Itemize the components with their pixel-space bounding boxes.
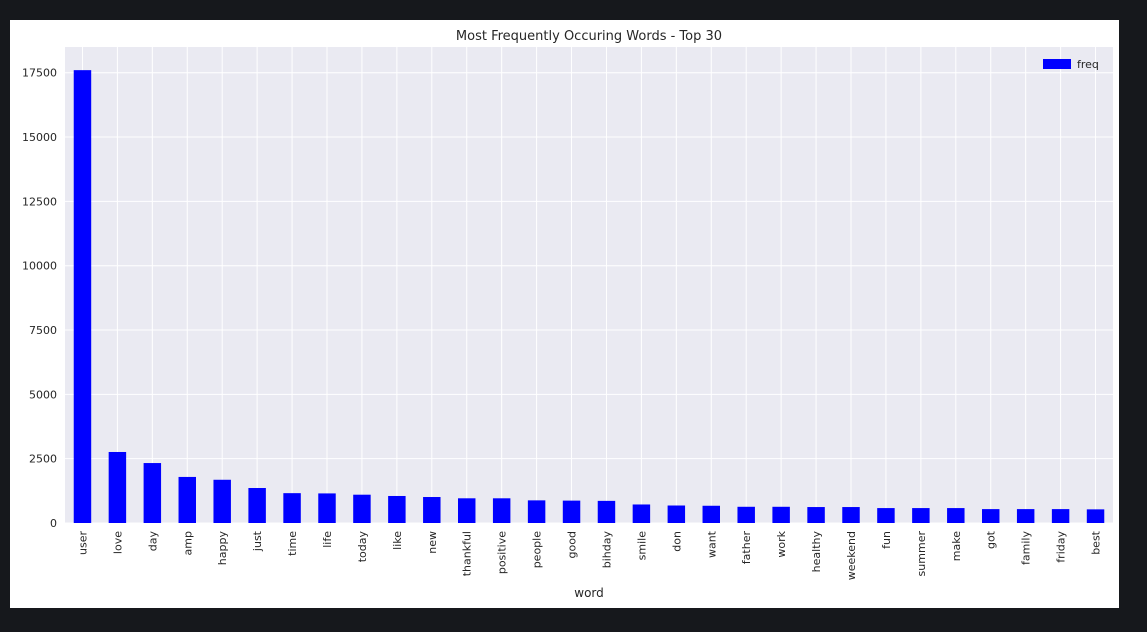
x-tick-label: friday — [1055, 531, 1068, 563]
bar-like — [388, 495, 406, 523]
x-tick-label: weekend — [845, 531, 858, 580]
x-tick-label: love — [111, 531, 124, 554]
x-tick-label: bihday — [600, 531, 613, 569]
x-tick-label: user — [76, 531, 89, 555]
x-tick-label: family — [1020, 531, 1033, 565]
x-tick-label: positive — [496, 531, 509, 574]
bar-life — [318, 493, 336, 523]
x-tick-label: father — [740, 531, 753, 565]
chart-title: Most Frequently Occuring Words - Top 30 — [456, 29, 722, 44]
figure-panel: Most Frequently Occuring Words - Top 30 … — [10, 20, 1119, 608]
bar-love — [108, 451, 127, 523]
bar-fun — [877, 508, 895, 523]
bars — [73, 70, 1105, 524]
x-tick-label: make — [950, 531, 963, 561]
x-tick-label: thankful — [461, 531, 474, 576]
bar-family — [1016, 509, 1035, 523]
plot-area — [65, 47, 1113, 523]
bar-make — [947, 508, 965, 523]
bar-good — [562, 500, 581, 523]
bar-day — [143, 463, 162, 523]
bar-chart: Most Frequently Occuring Words - Top 30 … — [22, 29, 1113, 600]
y-tick-label: 2500 — [29, 453, 57, 466]
bar-people — [527, 500, 546, 523]
bar-happy — [213, 479, 231, 523]
x-tick-label: fun — [880, 531, 893, 549]
legend-label: freq — [1077, 58, 1099, 71]
x-tick-labels: user love day amp happy just time life today like… — [76, 530, 1102, 580]
x-tick-label: new — [426, 531, 439, 554]
x-tick-label: people — [531, 531, 544, 569]
bar-best — [1086, 509, 1105, 523]
x-tick-label: smile — [635, 531, 648, 561]
bar-positive — [492, 498, 511, 523]
x-tick-label: don — [670, 531, 683, 552]
bar-thankful — [458, 498, 476, 523]
x-tick-label: happy — [216, 531, 229, 566]
y-tick-label: 15000 — [22, 131, 57, 144]
bar-amp — [178, 476, 196, 523]
x-tick-label: like — [391, 531, 404, 550]
x-tick-label: good — [566, 531, 579, 558]
bar-smile — [632, 504, 651, 523]
x-tick-label: day — [146, 531, 159, 552]
x-tick-label: best — [1090, 530, 1103, 554]
y-tick-label: 0 — [50, 517, 57, 530]
y-tick-label: 12500 — [22, 195, 57, 208]
bar-father — [737, 506, 755, 523]
bar-got — [982, 509, 1000, 523]
x-tick-label: amp — [181, 531, 194, 555]
bar-friday — [1051, 509, 1070, 523]
bar-time — [283, 493, 301, 523]
bar-work — [772, 506, 790, 523]
x-tick-label: time — [286, 531, 299, 556]
x-tick-label: healthy — [810, 531, 823, 573]
y-tick-label: 7500 — [29, 324, 57, 337]
bar-want — [702, 505, 720, 523]
bar-don — [667, 505, 686, 523]
x-tick-label: just — [251, 530, 264, 552]
x-tick-label: work — [775, 530, 788, 557]
y-tick-label: 5000 — [29, 388, 57, 401]
legend: freq — [1043, 58, 1099, 71]
bar-weekend — [842, 507, 860, 523]
bar-bihday — [597, 500, 616, 523]
y-tick-labels: 0 2500 5000 7500 10000 12500 15000 17500 — [22, 67, 57, 530]
x-tick-label: got — [985, 530, 998, 549]
bar-just — [248, 488, 266, 523]
x-tick-label: today — [356, 531, 369, 563]
legend-swatch — [1043, 59, 1071, 69]
y-tick-label: 17500 — [22, 67, 57, 80]
bar-healthy — [807, 507, 825, 523]
x-axis-label: word — [574, 586, 604, 600]
bar-today — [353, 494, 371, 523]
bar-summer — [912, 508, 930, 523]
x-tick-label: summer — [915, 531, 928, 577]
x-tick-label: want — [705, 530, 718, 558]
bar-user — [73, 70, 92, 524]
y-tick-label: 10000 — [22, 260, 57, 273]
x-tick-label: life — [321, 531, 334, 548]
bar-new — [423, 497, 441, 523]
